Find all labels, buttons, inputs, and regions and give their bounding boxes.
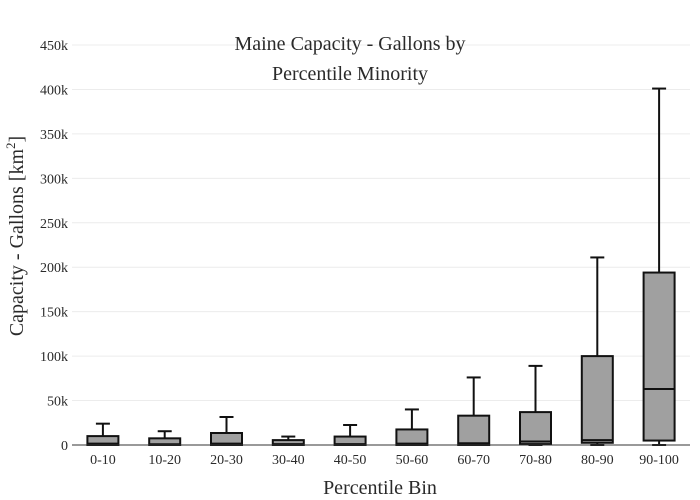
x-axis-ticks: 0-10 10-20 20-30 30-40 40-50 50-60 60-70 70-80 8… [90,453,679,468]
box-40-50 [333,424,367,446]
box-20-30 [210,416,243,446]
y-tick-label: 50k [47,395,68,410]
box-70-80 [519,364,552,446]
y-tick-label: 300k [40,172,68,187]
x-tick-label: 20-30 [210,453,243,468]
x-tick-label: 50-60 [396,453,429,468]
box-iqr [580,355,614,444]
y-axis-ticks: 0 50k 100k 150k 200k 250k 300k 350k 400k 450k [40,39,68,454]
box-iqr [642,271,676,442]
chart-title-line-2: Percentile Minority [272,63,428,85]
y-axis-title-close: ] [6,136,28,143]
x-tick-label: 10-20 [148,453,181,468]
box-80-90 [580,256,614,446]
y-tick-label: 450k [40,39,68,54]
x-tick-label: 30-40 [272,453,305,468]
x-tick-label: 40-50 [334,453,367,468]
x-tick-label: 0-10 [90,453,116,468]
chart-title: Maine Capacity - Gallons by Percentile M… [234,33,465,85]
y-tick-label: 100k [40,350,68,365]
box-30-40 [271,435,305,447]
chart-title-line-1: Maine Capacity - Gallons by [234,33,465,55]
y-tick-label: 250k [40,217,68,232]
y-tick-label: 350k [40,128,68,143]
box-iqr [519,411,552,446]
y-axis-title-text: Capacity - Gallons [km [6,149,28,337]
box-90-100 [642,87,676,446]
y-tick-label: 0 [61,439,68,454]
x-tick-label: 70-80 [519,453,552,468]
box-10-20 [148,430,182,447]
x-tick-label: 90-100 [639,453,679,468]
box-iqr [457,414,491,446]
box-60-70 [457,376,491,446]
y-tick-label: 200k [40,261,68,276]
box-50-60 [395,408,429,447]
y-tick-label: 400k [40,83,68,98]
x-tick-label: 80-90 [581,453,614,468]
y-tick-label: 150k [40,306,68,321]
y-axis-title: Capacity - Gallons [km2] [3,136,28,336]
box-0-10 [86,422,120,447]
x-axis-title: Percentile Bin [323,477,437,499]
gridlines [72,44,690,402]
x-tick-label: 60-70 [457,453,490,468]
y-axis-title-superscript: 2 [3,142,18,149]
